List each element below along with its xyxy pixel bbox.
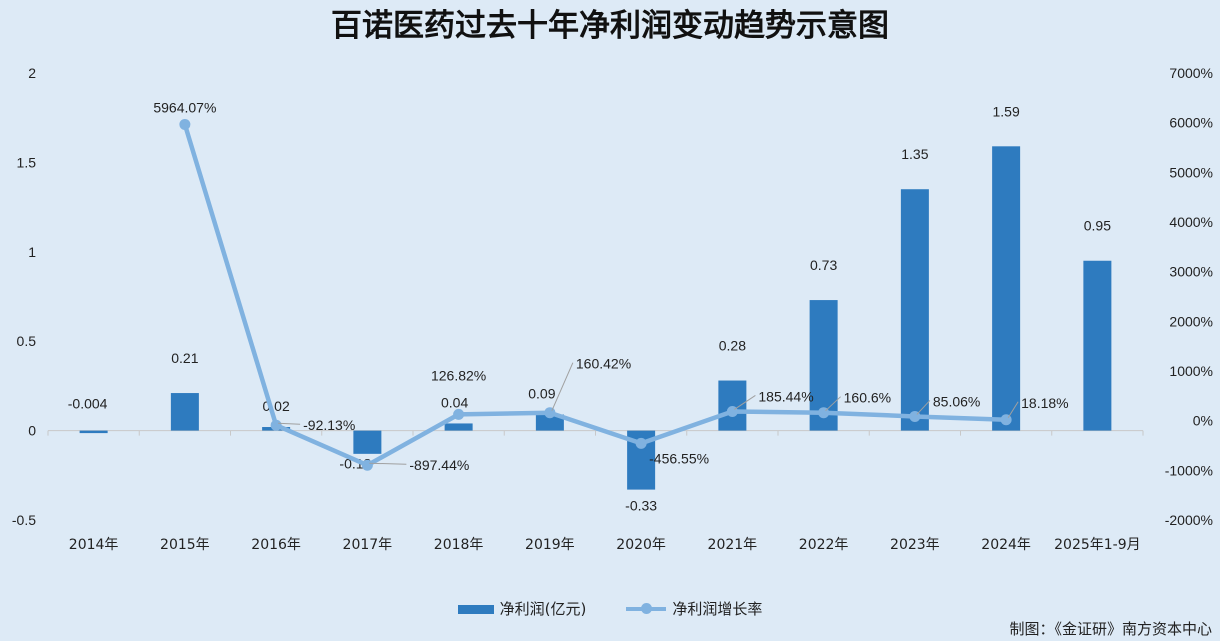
x-tick-label: 2025年1-9月 <box>1054 537 1141 553</box>
line-data-label: -456.55% <box>649 450 709 466</box>
line-data-label: -92.13% <box>303 417 355 433</box>
right-tick-label: 7000% <box>1169 65 1213 81</box>
left-tick-label: 2 <box>28 65 36 81</box>
plot-area: -0.5 0 0.5 1 1.5 2 -2000% -1000% 0% 1000% 2000% 300… <box>12 65 1213 553</box>
right-tick-label: 3000% <box>1169 264 1213 280</box>
growth-point <box>1000 414 1012 426</box>
right-tick-label: -2000% <box>1165 512 1213 528</box>
bar <box>444 423 473 431</box>
leader-line <box>278 422 301 425</box>
line-data-label: 185.44% <box>758 388 813 404</box>
legend-label: 净利润增长率 <box>672 600 763 618</box>
left-tick-label: 1 <box>28 244 36 260</box>
legend: 净利润(亿元) 净利润增长率 <box>0 570 1220 618</box>
bar <box>535 414 564 431</box>
x-tick-label: 2020年 <box>616 537 666 553</box>
right-tick-label: 1000% <box>1169 363 1213 379</box>
left-tick-label: 0 <box>28 423 36 439</box>
bar-data-label: 1.35 <box>901 146 928 162</box>
line-swatch <box>626 603 667 614</box>
x-tick-label: 2019年 <box>525 537 575 553</box>
growth-point <box>726 405 738 417</box>
line-data-label: 126.82% <box>431 367 486 383</box>
plot-group: -0.5 0 0.5 1 1.5 2 -2000% -1000% 0% 1000% 2000% 300… <box>12 65 1213 553</box>
line-data-label: 5964.07% <box>153 99 216 115</box>
right-tick-label: 0% <box>1193 413 1213 429</box>
line-data-label: 160.42% <box>576 356 631 372</box>
bar-data-label: 0.28 <box>719 338 746 354</box>
bar <box>1083 260 1112 431</box>
legend-label: 净利润(亿元) <box>499 600 587 618</box>
bar <box>718 380 747 431</box>
bar <box>353 430 382 454</box>
bar-swatch <box>457 604 494 614</box>
leader-line <box>1007 401 1019 419</box>
bar-data-label: 0.95 <box>1084 218 1111 234</box>
x-tick-label: 2023年 <box>890 537 940 553</box>
growth-line <box>182 123 1007 468</box>
left-tick-label: -0.5 <box>12 512 36 528</box>
x-tick-label: 2016年 <box>251 537 301 553</box>
bar-data-label: -0.33 <box>625 498 657 514</box>
x-tick-label: 2018年 <box>434 537 484 553</box>
line-data-label: 18.18% <box>1021 395 1068 411</box>
bar <box>992 146 1021 431</box>
growth-point <box>270 419 282 431</box>
leader-line <box>734 395 756 410</box>
x-tick-label: 2017年 <box>343 537 393 553</box>
x-tick-label: 2015年 <box>160 537 210 553</box>
x-tick-label: 2024年 <box>981 537 1031 553</box>
bar-data-label: -0.004 <box>68 396 108 412</box>
growth-point <box>453 408 465 420</box>
growth-point <box>635 437 647 449</box>
line-data-label: 85.06% <box>933 393 980 409</box>
bar-data-label: 0.21 <box>171 350 198 366</box>
bar <box>79 430 108 434</box>
bar-data-label: 0.04 <box>441 394 468 410</box>
source-note: 制图：《金证研》南方资本中心 <box>1009 620 1212 638</box>
legend-item-net-profit: 净利润(亿元) <box>457 600 587 618</box>
legend-item-growth-rate: 净利润增长率 <box>626 600 762 618</box>
chart-title: 百诺医药过去十年净利润变动趋势示意图 <box>331 8 889 44</box>
leader-line <box>551 362 574 411</box>
bar <box>900 189 929 431</box>
leader-line <box>916 400 931 415</box>
right-tick-label: 2000% <box>1169 313 1213 329</box>
leader-line <box>825 396 841 412</box>
right-tick-label: 5000% <box>1169 164 1213 180</box>
growth-point <box>544 407 556 419</box>
left-tick-label: 1.5 <box>17 154 37 170</box>
bar-data-label: 1.59 <box>993 103 1020 119</box>
leader-line <box>369 462 407 465</box>
growth-point <box>361 459 373 471</box>
x-tick-label: 2014年 <box>69 537 119 553</box>
bar <box>170 393 199 431</box>
line-data-label: 160.6% <box>844 390 891 406</box>
x-tick-label: 2021年 <box>708 537 758 553</box>
line-data-label: -897.44% <box>409 457 469 473</box>
right-tick-label: -1000% <box>1165 462 1213 478</box>
bar-data-label: 0.73 <box>810 257 837 273</box>
x-tick-label: 2022年 <box>799 537 849 553</box>
growth-point <box>179 118 191 130</box>
left-tick-label: 0.5 <box>17 333 37 349</box>
right-tick-label: 6000% <box>1169 115 1213 131</box>
right-tick-label: 4000% <box>1169 214 1213 230</box>
bar-data-label: 0.09 <box>528 386 555 402</box>
